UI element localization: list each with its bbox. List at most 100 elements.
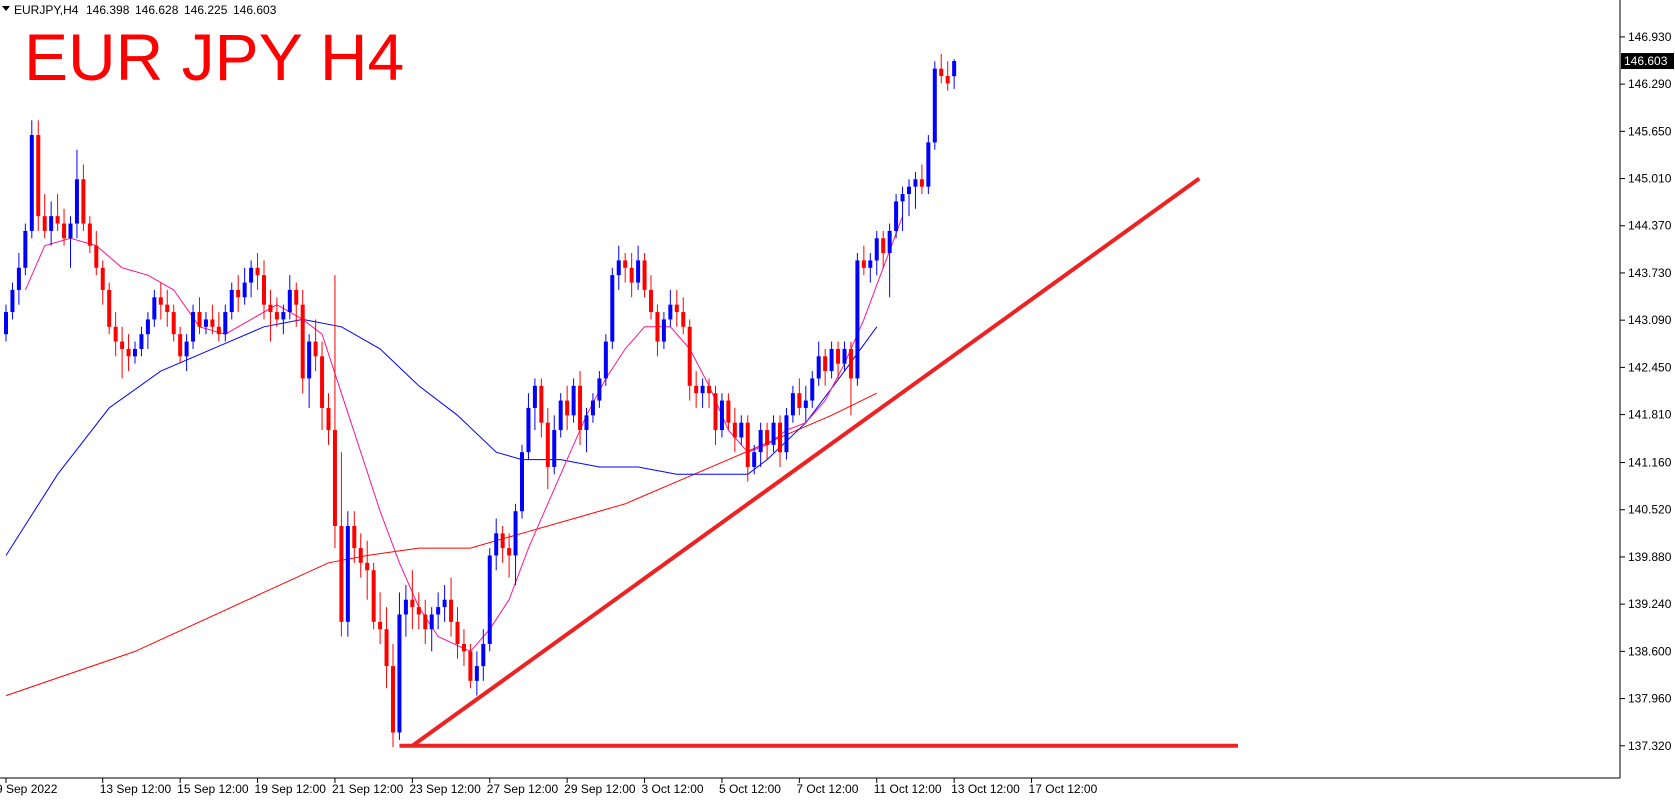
candle-body (700, 385, 705, 394)
candle-body (107, 289, 112, 327)
candle-body (100, 267, 105, 290)
candle-body (16, 267, 21, 290)
candle-body (442, 599, 447, 608)
candle-body (661, 319, 666, 342)
candle-body (500, 533, 505, 549)
candle-body (668, 304, 673, 320)
candle-body (590, 400, 595, 416)
candle-body (629, 267, 634, 283)
candle-body (558, 400, 563, 431)
candle-body (778, 422, 782, 453)
candle-body (552, 430, 557, 467)
candle-body (487, 555, 492, 644)
candle-body (474, 666, 479, 681)
y-tick-label: 137.320 (1628, 739, 1672, 753)
candle-body (249, 267, 254, 283)
candle-body (913, 179, 918, 187)
y-tick-label: 139.880 (1628, 550, 1672, 564)
x-tick-label: 5 Oct 12:00 (719, 782, 781, 796)
candle-body (236, 289, 241, 298)
x-tick-label: 11 Oct 12:00 (874, 782, 942, 796)
candle-body (281, 312, 286, 320)
candle-body (790, 393, 795, 416)
ma-fast-line (24, 216, 904, 653)
candle-body (332, 430, 337, 526)
candle-body (55, 216, 60, 224)
candle-body (49, 216, 54, 231)
candle-body (694, 385, 699, 394)
candle-body (952, 61, 957, 77)
candle-body (810, 378, 815, 401)
candle-body (62, 223, 67, 239)
ohlc-open: 146.398 (86, 3, 130, 17)
candle-body (429, 614, 434, 630)
candle-body (842, 348, 847, 364)
x-tick-label: 7 Oct 12:00 (796, 782, 858, 796)
candle-body (262, 275, 266, 305)
candle-body (745, 422, 750, 467)
candle-body (468, 651, 473, 681)
candle-body (655, 312, 660, 342)
x-tick-label: 9 Sep 2022 (0, 782, 58, 796)
candle-body (900, 194, 905, 202)
candle-body (887, 230, 892, 254)
candle-body (674, 304, 679, 313)
candle-body (623, 260, 628, 268)
candle-body (68, 223, 73, 239)
candle-body (758, 430, 763, 453)
candle-body (507, 548, 512, 556)
candle-body (526, 407, 531, 453)
candle-body (184, 341, 189, 357)
candle-body (345, 525, 350, 622)
candle-body (326, 407, 331, 431)
x-tick-label: 27 Sep 12:00 (487, 782, 559, 796)
candle-body (352, 525, 357, 549)
candle-body (120, 341, 125, 349)
candle-body (191, 312, 196, 342)
candle-body (532, 385, 537, 408)
y-tick-label: 138.600 (1628, 644, 1672, 658)
y-tick-label: 141.160 (1628, 456, 1672, 470)
candle-body (649, 289, 653, 313)
ohlc-high: 146.628 (135, 3, 179, 17)
candle-body (403, 599, 408, 615)
candle-body (932, 68, 937, 143)
candle-body (565, 400, 570, 416)
chart-title: EUR JPY H4 (24, 20, 404, 94)
dropdown-arrow-icon[interactable] (2, 6, 10, 11)
y-tick-label: 139.240 (1628, 597, 1672, 611)
candle-body (294, 289, 299, 305)
candle-body (94, 245, 99, 268)
candle-body (739, 422, 744, 438)
candle-body (771, 422, 776, 445)
candle-body (455, 621, 460, 644)
candle-body (391, 666, 395, 733)
y-tick-label: 144.370 (1628, 219, 1672, 233)
candle-body (919, 179, 924, 187)
candle-body (397, 614, 402, 733)
candle-body (881, 238, 886, 254)
current-price-tag: 146.603 (1621, 53, 1674, 70)
candle-body (242, 282, 247, 298)
candle-body (894, 201, 899, 231)
candle-body (681, 312, 686, 327)
candle-body (848, 348, 853, 379)
candle-body (365, 562, 370, 571)
candle-body (358, 548, 363, 563)
candle-body (384, 629, 389, 667)
y-tick-label: 137.960 (1628, 692, 1672, 706)
y-tick-label: 140.520 (1628, 503, 1672, 517)
candle-body (139, 334, 144, 349)
candle-body (945, 76, 950, 84)
y-tick-label: 145.650 (1628, 124, 1672, 138)
y-tick-label: 145.010 (1628, 172, 1672, 186)
candle-body (410, 599, 415, 608)
y-tick-label: 141.810 (1628, 408, 1672, 422)
candle-body (320, 356, 325, 408)
candle-body (545, 422, 550, 467)
x-tick-label: 13 Sep 12:00 (100, 782, 172, 796)
candle-body (223, 312, 228, 335)
candle-body (584, 415, 589, 431)
